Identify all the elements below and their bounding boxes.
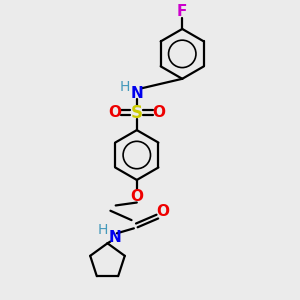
Text: H: H: [98, 224, 108, 237]
Text: N: N: [108, 230, 121, 244]
Text: S: S: [131, 103, 143, 122]
Text: O: O: [109, 105, 122, 120]
Text: O: O: [130, 189, 143, 204]
Text: N: N: [130, 86, 143, 101]
Text: O: O: [156, 204, 169, 219]
Text: O: O: [152, 105, 165, 120]
Text: F: F: [177, 4, 188, 20]
Text: H: H: [119, 80, 130, 94]
